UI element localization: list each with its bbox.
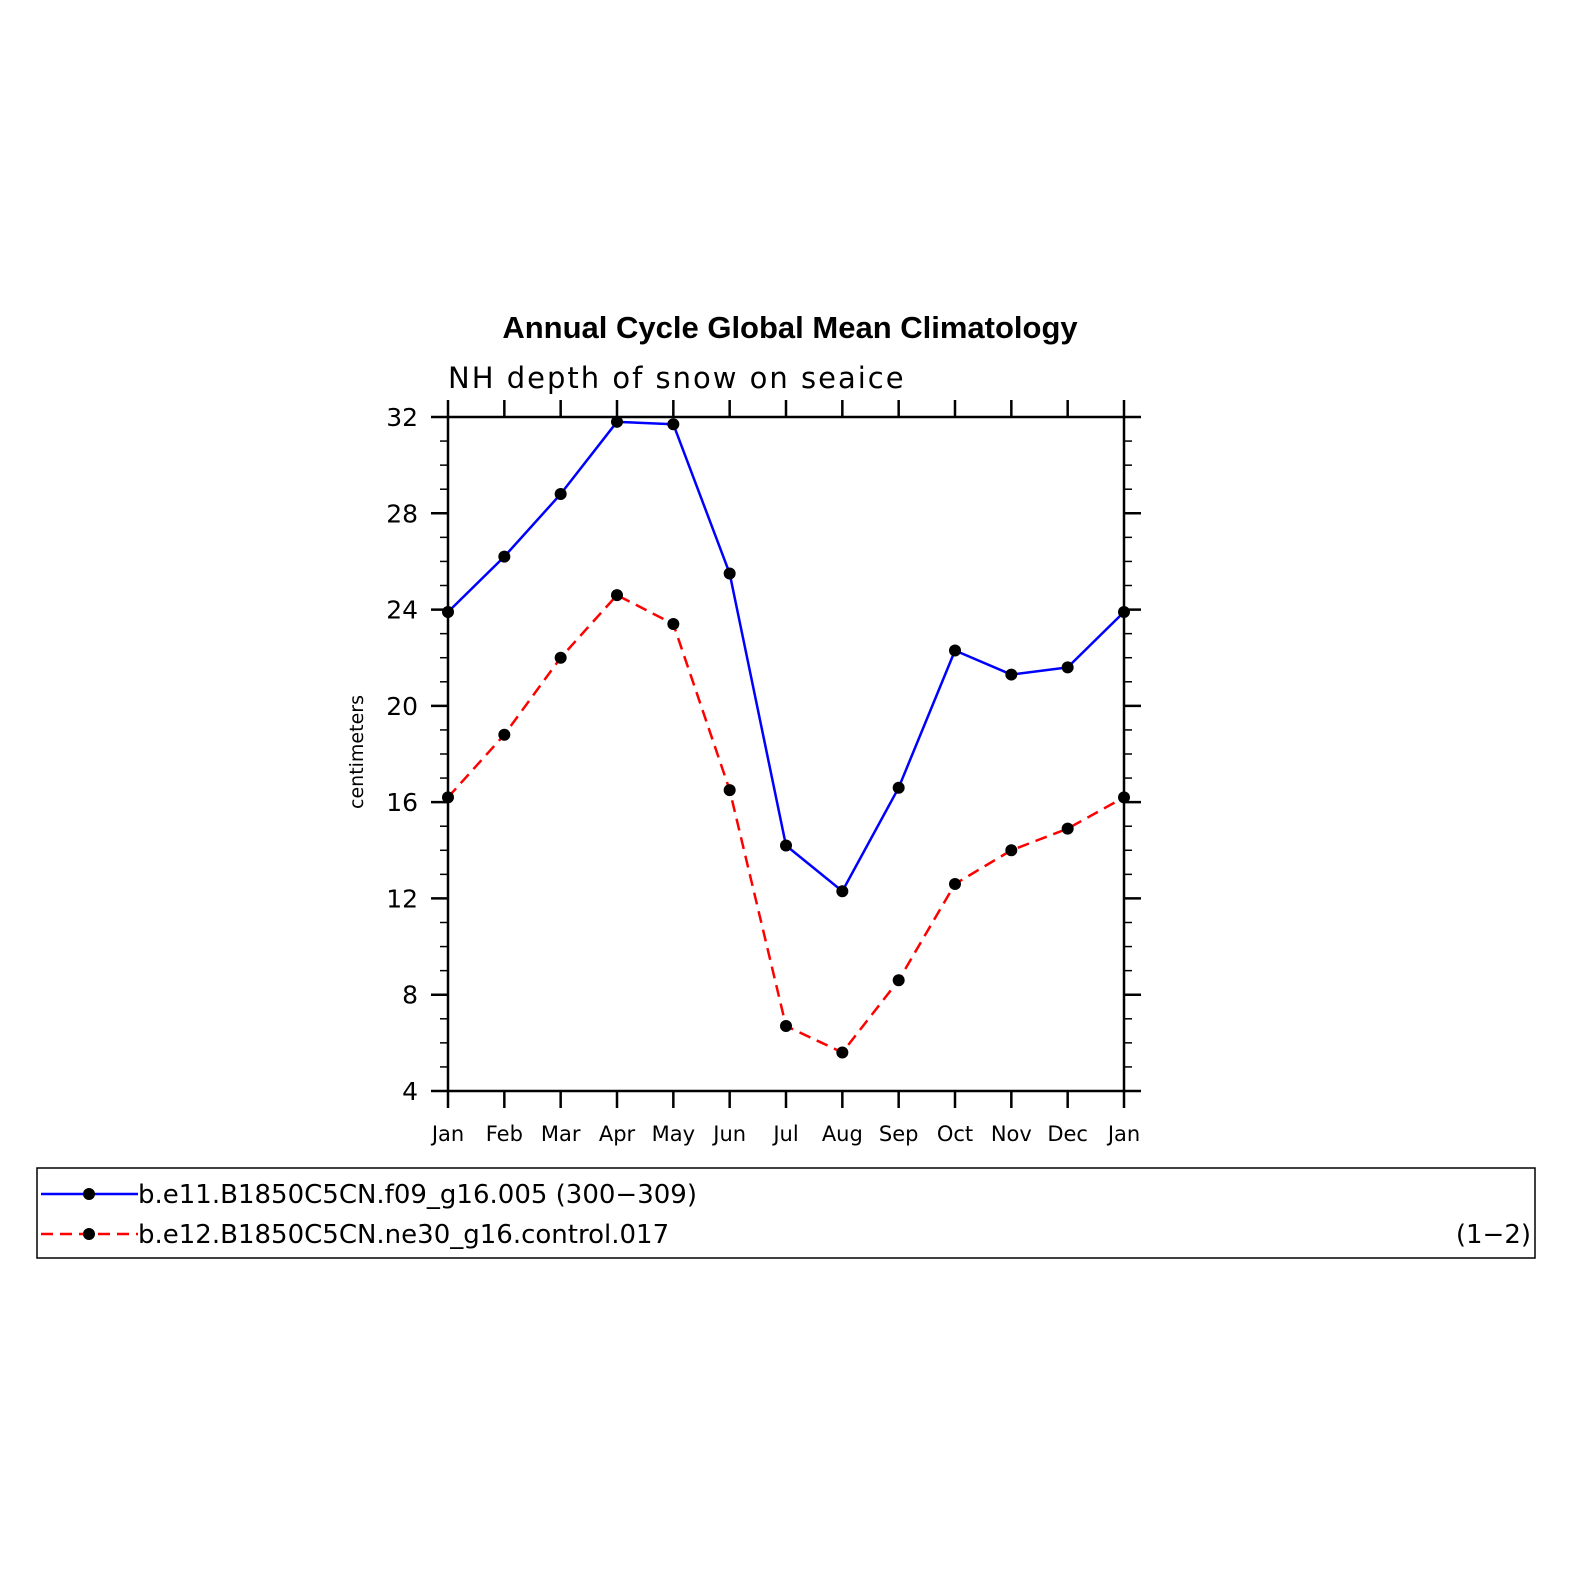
data-point <box>780 1020 792 1033</box>
series-line-1 <box>447 420 1125 893</box>
data-point <box>949 644 961 657</box>
legend-box <box>36 1167 1536 1259</box>
x-tick-label: Jul <box>771 1122 798 1146</box>
series-markers <box>442 415 1130 1059</box>
data-point <box>554 651 567 664</box>
data-point <box>554 488 567 501</box>
chart-subtitle: NH depth of snow on seaice <box>448 361 906 395</box>
series-lines <box>447 420 1125 1054</box>
data-point <box>442 791 454 804</box>
axis-tick-labels: 4 8 12 16 20 24 28 32 Jan Feb Mar Apr May Jun Jul Aug Se… <box>386 403 1140 1146</box>
data-point <box>611 589 623 602</box>
data-point <box>667 618 680 631</box>
legend-label: b.e12.B1850C5CN.ne30_g16.control.017 <box>138 1220 669 1250</box>
x-tick-label: Dec <box>1047 1122 1088 1146</box>
x-tick-label: Jun <box>711 1122 746 1146</box>
legend-marker <box>83 1228 95 1240</box>
y-tick-label: 32 <box>386 403 418 432</box>
data-point <box>1061 661 1074 674</box>
data-point <box>836 1046 849 1059</box>
x-tick-label: Jan <box>430 1122 464 1146</box>
data-point <box>836 885 849 898</box>
plot-frame <box>446 415 1126 1093</box>
x-tick-label: Apr <box>599 1122 636 1146</box>
y-tick-label: 28 <box>386 499 418 528</box>
y-tick-label: 8 <box>402 981 418 1010</box>
legend-suffix: (1−2) <box>1456 1220 1531 1250</box>
data-point <box>723 784 736 797</box>
x-tick-label: Jan <box>1106 1122 1140 1146</box>
x-tick-label: Nov <box>991 1122 1032 1146</box>
x-tick-label: May <box>652 1122 695 1146</box>
data-point <box>442 605 454 618</box>
data-point <box>1061 822 1074 835</box>
data-point <box>1005 668 1018 681</box>
y-tick-label: 24 <box>386 596 418 625</box>
data-point <box>1005 844 1018 857</box>
data-point <box>498 550 511 563</box>
data-point <box>1118 605 1130 618</box>
data-point <box>780 839 792 852</box>
y-tick-label: 16 <box>386 788 418 817</box>
data-point <box>723 567 736 580</box>
x-tick-label: Sep <box>879 1122 919 1146</box>
data-point <box>667 418 680 431</box>
data-point <box>611 415 623 428</box>
y-tick-label: 4 <box>402 1077 418 1106</box>
axis-ticks <box>431 400 1141 1108</box>
data-point <box>498 728 511 741</box>
y-axis-label: centimeters <box>346 695 368 809</box>
data-point <box>949 877 961 890</box>
series-line-2 <box>447 593 1125 1054</box>
x-tick-label: Mar <box>541 1122 581 1146</box>
legend: b.e11.B1850C5CN.f09_g16.005 (300−309) b.e… <box>41 1180 1531 1250</box>
legend-marker <box>83 1188 95 1200</box>
y-tick-label: 20 <box>386 692 418 721</box>
x-tick-label: Aug <box>822 1122 863 1146</box>
x-tick-label: Oct <box>937 1122 973 1146</box>
data-point <box>892 974 905 987</box>
data-point <box>892 781 905 794</box>
y-tick-label: 12 <box>386 884 418 913</box>
chart-title: Annual Cycle Global Mean Climatology <box>502 310 1078 345</box>
legend-label: b.e11.B1850C5CN.f09_g16.005 (300−309) <box>138 1180 697 1210</box>
x-tick-label: Feb <box>486 1122 523 1146</box>
data-point <box>1118 791 1130 804</box>
